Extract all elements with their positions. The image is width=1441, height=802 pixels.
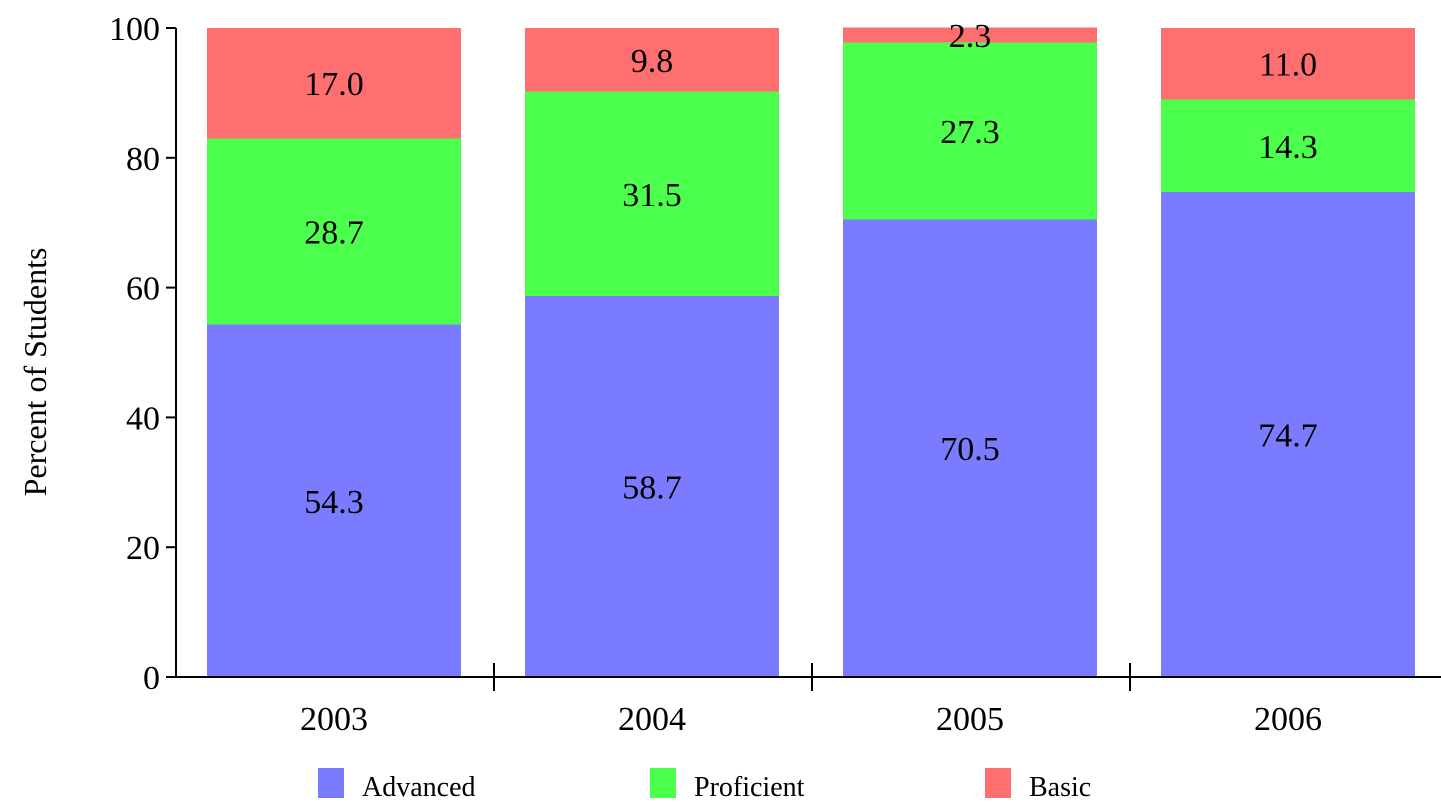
- bar-segment-basic-2005: [843, 27, 1097, 43]
- data-label-basic-2006: 11.0: [1259, 47, 1317, 84]
- axes-layer: 0 20 40 60 80 100 2003 2004 2005 2006: [109, 11, 1441, 738]
- bars-layer: [207, 27, 1415, 677]
- y-tick-label-80: 80: [126, 141, 160, 178]
- bar-segment-proficient-2006: [1161, 99, 1415, 193]
- legend-swatch-proficient: [650, 768, 676, 798]
- legend-label-advanced: Advanced: [362, 772, 476, 802]
- bar-segment-basic-2006: [1161, 28, 1415, 100]
- y-tick-label-60: 60: [126, 271, 160, 308]
- legend: Advanced Proficient Basic: [318, 768, 1091, 802]
- bar-segment-advanced-2005: [843, 219, 1097, 677]
- bar-segment-proficient-2004: [525, 91, 779, 297]
- y-tick-label-100: 100: [109, 11, 160, 48]
- y-axis-title: Percent of Students: [17, 248, 53, 497]
- bar-segment-advanced-2006: [1161, 192, 1415, 677]
- data-label-basic-2004: 9.8: [631, 43, 674, 80]
- x-tick-label-2004: 2004: [618, 701, 686, 738]
- x-tick-label-2006: 2006: [1254, 701, 1322, 738]
- y-tick-label-0: 0: [143, 660, 160, 697]
- data-labels-layer: 54.3 28.7 17.0 58.7 31.5 9.8 70.5 27.3 2.3 74.7 14…: [304, 18, 1318, 521]
- data-label-advanced-2003: 54.3: [304, 484, 364, 521]
- data-label-advanced-2005: 70.5: [940, 431, 1000, 468]
- data-label-advanced-2006: 74.7: [1258, 418, 1318, 455]
- bar-segment-basic-2004: [525, 28, 779, 92]
- x-tick-label-2005: 2005: [936, 701, 1004, 738]
- bar-segment-proficient-2005: [843, 42, 1097, 220]
- data-label-proficient-2003: 28.7: [304, 214, 364, 251]
- y-tick-label-40: 40: [126, 400, 160, 437]
- bar-segment-advanced-2003: [207, 324, 461, 677]
- legend-swatch-advanced: [318, 768, 344, 798]
- data-label-proficient-2006: 14.3: [1258, 129, 1318, 166]
- y-tick-label-20: 20: [126, 530, 160, 567]
- bar-segment-basic-2003: [207, 28, 461, 139]
- data-label-basic-2003: 17.0: [304, 66, 364, 103]
- x-tick-label-2003: 2003: [300, 701, 368, 738]
- legend-label-proficient: Proficient: [694, 772, 805, 802]
- legend-swatch-basic: [985, 768, 1011, 798]
- data-label-basic-2005: 2.3: [949, 18, 992, 55]
- legend-label-basic: Basic: [1029, 772, 1091, 802]
- data-label-proficient-2005: 27.3: [940, 114, 1000, 151]
- data-label-advanced-2004: 58.7: [622, 470, 682, 507]
- bar-segment-proficient-2003: [207, 138, 461, 325]
- data-label-proficient-2004: 31.5: [622, 177, 682, 214]
- bar-segment-advanced-2004: [525, 296, 779, 677]
